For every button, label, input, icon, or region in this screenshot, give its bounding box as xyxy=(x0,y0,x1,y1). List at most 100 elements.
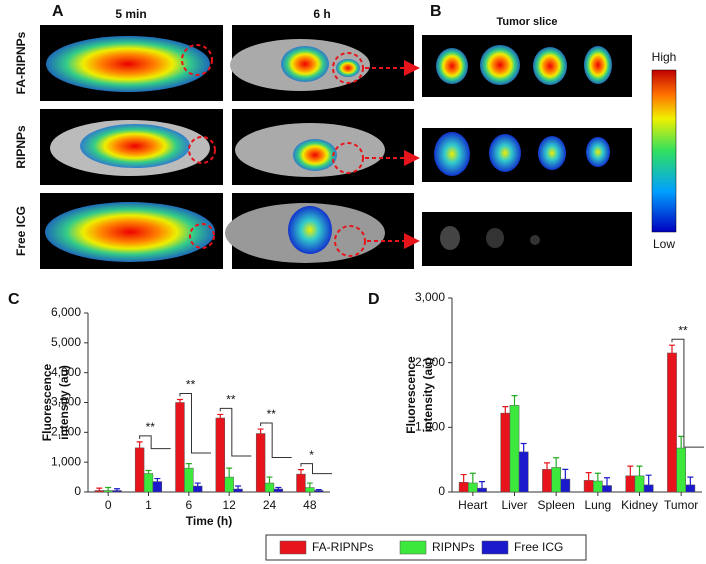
significance-bracket xyxy=(179,393,212,454)
bar xyxy=(477,487,487,493)
error-bar xyxy=(669,344,675,353)
bar xyxy=(634,475,645,493)
error-bar xyxy=(114,488,121,491)
error-bar xyxy=(594,472,601,482)
error-bar xyxy=(460,473,467,483)
scale-high: High xyxy=(652,50,677,64)
y-tick-label: 3,000 xyxy=(415,290,445,304)
bar xyxy=(224,476,234,493)
legend-label: FA-RIPNPs xyxy=(312,540,373,554)
panel-label: B xyxy=(430,3,442,20)
bar xyxy=(518,451,529,493)
x-tick-label: 0 xyxy=(105,498,112,512)
bar xyxy=(542,469,552,493)
error-bar xyxy=(176,398,183,403)
scale-low: Low xyxy=(653,237,675,251)
error-bar xyxy=(136,441,143,448)
bar xyxy=(184,467,194,493)
bar xyxy=(583,480,594,493)
bar xyxy=(94,490,104,493)
bar xyxy=(643,484,654,493)
image-row xyxy=(40,193,414,269)
error-bar xyxy=(235,485,242,490)
error-bar xyxy=(520,442,527,452)
column-label: 6 h xyxy=(313,7,330,21)
bar xyxy=(152,481,163,493)
y-tick-label: 5,000 xyxy=(51,335,81,349)
error-bar xyxy=(544,462,550,470)
error-bar xyxy=(315,489,322,491)
bar xyxy=(233,488,243,493)
significance-label: ** xyxy=(186,378,196,392)
error-bar xyxy=(562,468,569,480)
bar xyxy=(143,473,154,493)
y-axis-label: intensity (au) xyxy=(421,358,435,433)
panel-label: D xyxy=(368,291,380,308)
error-bar xyxy=(604,477,610,486)
error-bar xyxy=(96,487,103,491)
significance-bracket xyxy=(260,422,292,459)
significance-label: ** xyxy=(146,420,156,434)
x-tick-label: Lung xyxy=(584,498,611,512)
y-tick-label: 2,000 xyxy=(51,425,81,439)
y-tick-label: 6,000 xyxy=(51,305,81,319)
row-label: FA-RIPNPs xyxy=(14,31,28,94)
y-axis-label: Fluorescence xyxy=(404,356,418,434)
bar xyxy=(685,484,696,493)
significance-bracket xyxy=(671,338,705,448)
significance-label: * xyxy=(309,448,314,462)
error-bar xyxy=(687,476,694,485)
bar xyxy=(305,487,315,493)
bar xyxy=(468,482,478,493)
x-tick-label: 6 xyxy=(185,498,192,512)
bar xyxy=(112,490,122,493)
error-bar xyxy=(678,435,685,449)
bar xyxy=(175,402,185,493)
error-bar xyxy=(511,395,518,406)
legend-label: RIPNPs xyxy=(432,540,475,554)
bar xyxy=(625,475,636,493)
bar xyxy=(273,488,284,493)
x-tick-label: 12 xyxy=(222,498,236,512)
bar xyxy=(593,480,603,493)
y-tick-label: 1,000 xyxy=(415,420,445,434)
y-axis-label: intensity (au) xyxy=(57,365,71,440)
bar xyxy=(134,447,145,493)
x-tick-label: 24 xyxy=(263,498,277,512)
x-tick-label: 48 xyxy=(303,498,317,512)
legend-swatch xyxy=(399,540,427,555)
significance-label: ** xyxy=(267,407,277,421)
significance-bracket xyxy=(139,435,171,450)
panel-label: A xyxy=(52,3,64,20)
error-bar xyxy=(105,486,112,491)
bar xyxy=(676,447,686,493)
images xyxy=(40,25,677,269)
image-row xyxy=(40,109,414,185)
bar xyxy=(296,473,306,493)
x-tick-label: Spleen xyxy=(537,498,574,512)
bar xyxy=(509,405,520,493)
bar xyxy=(255,433,266,493)
bar xyxy=(215,417,225,493)
error-bar xyxy=(194,482,201,487)
error-bar xyxy=(636,465,643,476)
x-tick-label: 1 xyxy=(145,498,152,512)
significance-label: ** xyxy=(226,393,236,407)
y-tick-label: 2,000 xyxy=(415,355,445,369)
bar xyxy=(667,352,677,493)
significance-bracket xyxy=(219,407,252,457)
image-row xyxy=(40,25,414,101)
bar xyxy=(314,490,324,493)
error-bar xyxy=(226,467,233,478)
y-axis-label: Fluorescence xyxy=(40,363,54,441)
error-bar xyxy=(585,472,592,481)
x-tick-label: Heart xyxy=(458,498,488,512)
bar xyxy=(458,482,469,493)
error-bar xyxy=(479,481,485,489)
y-tick-label: 0 xyxy=(74,484,81,498)
significance-label: ** xyxy=(678,323,688,337)
error-bar xyxy=(645,474,652,485)
bar xyxy=(551,467,561,493)
error-bar xyxy=(266,476,273,484)
legend-swatch xyxy=(481,540,509,555)
